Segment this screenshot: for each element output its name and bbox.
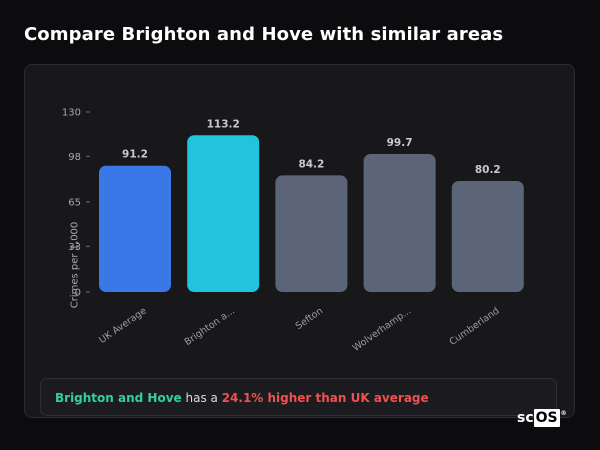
bar-value-label: 84.2 — [298, 158, 324, 170]
bar-value-label: 99.7 — [387, 137, 413, 149]
bar-4 — [363, 153, 436, 292]
scos-logo: sc OS ® — [517, 409, 567, 427]
y-tick-label: 65 — [68, 198, 81, 209]
bar-1 — [99, 165, 171, 292]
bar-5 — [451, 180, 524, 292]
comparison-summary: Brighton and Hove has a 24.1% higher tha… — [40, 378, 557, 416]
x-tick-label: UK Average — [97, 305, 149, 346]
summary-connector: has a — [181, 391, 222, 405]
x-tick-label: Wolverhamp... — [351, 305, 414, 353]
y-tick-label: 33 — [68, 242, 81, 253]
x-tick-label: Sefton — [294, 305, 325, 332]
y-axis-label: Crimes per 1,000 — [69, 221, 81, 309]
chart-card: 0 33 65 98 130 91.2 UK Average 113.2 Brighton a.… — [24, 64, 575, 418]
summary-difference: 24.1% higher than UK average — [221, 391, 429, 405]
logo-box-text: OS — [533, 409, 560, 427]
summary-area-name: Brighton and Hove — [55, 391, 182, 405]
y-tick-label: 0 — [75, 288, 81, 299]
logo-text: sc — [517, 410, 534, 426]
registered-mark: ® — [560, 410, 567, 417]
x-tick-label: Brighton a... — [183, 305, 237, 348]
y-tick-label: 130 — [62, 108, 81, 119]
bar-2 — [187, 135, 260, 292]
x-tick-label: Cumberland — [448, 305, 502, 347]
page-title: Compare Brighton and Hove with similar a… — [24, 24, 504, 45]
bar-value-label: 80.2 — [475, 164, 501, 176]
bar-chart: 0 33 65 98 130 91.2 UK Average 113.2 Brighton a.… — [62, 108, 524, 354]
bar-3 — [275, 175, 348, 292]
bar-value-label: 113.2 — [207, 118, 240, 130]
bar-value-label: 91.2 — [122, 149, 148, 161]
y-tick-label: 98 — [68, 152, 81, 163]
